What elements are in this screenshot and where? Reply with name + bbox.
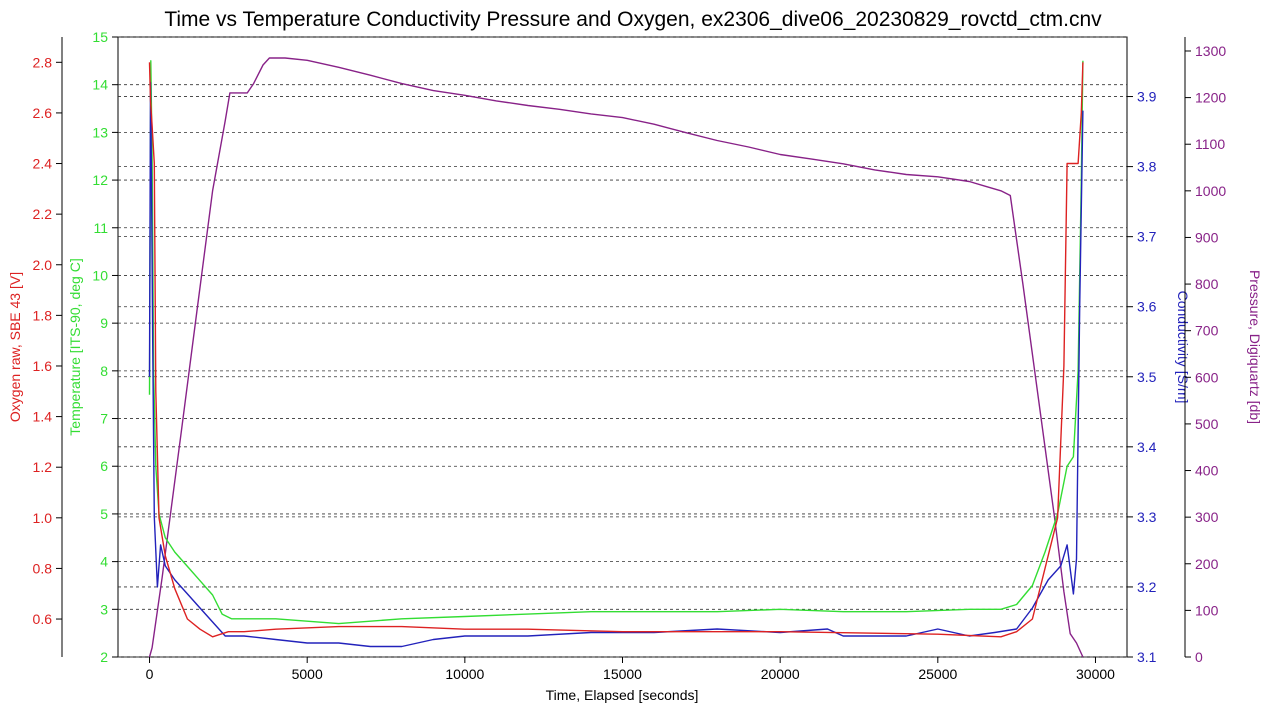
oxygen-tick-label: 1.0 xyxy=(33,510,53,526)
conductivity-tick-label: 3.2 xyxy=(1137,579,1157,595)
pressure-tick-label: 300 xyxy=(1195,509,1219,525)
temperature-axis-label: Temperature [ITS-90, deg C] xyxy=(67,258,83,435)
temperature-tick-label: 4 xyxy=(100,554,108,570)
series-lines xyxy=(148,57,1084,658)
temperature-tick-label: 9 xyxy=(100,315,108,331)
oxygen-tick-label: 0.8 xyxy=(33,560,53,576)
temperature-tick-label: 7 xyxy=(100,411,108,427)
temperature-tick-label: 10 xyxy=(92,267,108,283)
oxygen-tick-label: 2.4 xyxy=(33,156,53,172)
conductivity-tick-label: 3.5 xyxy=(1137,369,1157,385)
pressure-tick-label: 500 xyxy=(1195,416,1219,432)
x-tick-label: 5000 xyxy=(292,666,323,682)
oxygen-tick-label: 2.2 xyxy=(33,206,53,222)
oxygen-tick-label: 1.6 xyxy=(33,358,53,374)
pressure-series-line xyxy=(148,57,1084,658)
pressure-tick-label: 100 xyxy=(1195,602,1219,618)
pressure-tick-label: 200 xyxy=(1195,556,1219,572)
conductivity-tick-label: 3.9 xyxy=(1137,89,1157,105)
pressure-tick-label: 1200 xyxy=(1195,90,1226,106)
oxygen-tick-label: 2.8 xyxy=(33,54,53,70)
x-tick-label: 10000 xyxy=(445,666,484,682)
conductivity-tick-label: 3.7 xyxy=(1137,229,1157,245)
x-tick-label: 15000 xyxy=(603,666,642,682)
conductivity-tick-label: 3.8 xyxy=(1137,159,1157,175)
oxygen-tick-label: 1.4 xyxy=(33,409,53,425)
conductivity-tick-label: 3.1 xyxy=(1137,649,1157,665)
pressure-tick-label: 400 xyxy=(1195,463,1219,479)
temperature-series-line xyxy=(148,60,1084,625)
oxygen-tick-label: 0.6 xyxy=(33,611,53,627)
pressure-tick-label: 1100 xyxy=(1195,136,1225,152)
temperature-tick-label: 15 xyxy=(92,29,108,45)
oxygen-tick-label: 1.8 xyxy=(33,307,53,323)
pressure-tick-label: 0 xyxy=(1195,649,1203,665)
conductivity-tick-label: 3.4 xyxy=(1137,439,1157,455)
pressure-axis-label: Pressure, Digiquartz [db] xyxy=(1247,270,1263,424)
oxygen-tick-label: 2.0 xyxy=(33,257,53,273)
pressure-tick-label: 700 xyxy=(1195,323,1219,339)
temperature-tick-label: 8 xyxy=(100,363,108,379)
pressure-tick-label: 1000 xyxy=(1195,183,1226,199)
axes: 0 5000 10000 15000 20000 25000 300000.60.81.01… xyxy=(7,29,1263,682)
x-tick-label: 0 xyxy=(146,666,154,682)
x-tick-label: 25000 xyxy=(918,666,957,682)
temperature-tick-label: 12 xyxy=(92,172,108,188)
temperature-tick-label: 5 xyxy=(100,506,108,522)
oxygen-series-line xyxy=(148,62,1084,638)
pressure-tick-label: 800 xyxy=(1195,276,1219,292)
chart-title: Time vs Temperature Conductivity Pressur… xyxy=(164,8,1102,31)
temperature-tick-label: 6 xyxy=(100,458,108,474)
pressure-tick-label: 900 xyxy=(1195,229,1219,245)
conductivity-tick-label: 3.6 xyxy=(1137,299,1157,315)
oxygen-tick-label: 1.2 xyxy=(33,459,53,475)
temperature-tick-label: 3 xyxy=(100,601,108,617)
oxygen-axis-label: Oxygen raw, SBE 43 [V] xyxy=(7,272,23,422)
temperature-tick-label: 2 xyxy=(100,649,108,665)
pressure-tick-label: 600 xyxy=(1195,369,1219,385)
x-tick-label: 20000 xyxy=(761,666,800,682)
conductivity-axis-label: Conductivity [S/m] xyxy=(1175,291,1191,404)
conductivity-tick-label: 3.3 xyxy=(1137,509,1157,525)
x-axis-label: Time, Elapsed [seconds] xyxy=(546,687,699,703)
pressure-tick-label: 1300 xyxy=(1195,43,1226,59)
x-tick-label: 30000 xyxy=(1076,666,1115,682)
oxygen-tick-label: 2.6 xyxy=(33,105,53,121)
grid-lines xyxy=(118,36,1127,658)
temperature-tick-label: 11 xyxy=(93,220,108,236)
plot-frame xyxy=(117,36,1128,658)
temperature-tick-label: 13 xyxy=(92,124,108,140)
temperature-tick-label: 14 xyxy=(92,77,108,93)
